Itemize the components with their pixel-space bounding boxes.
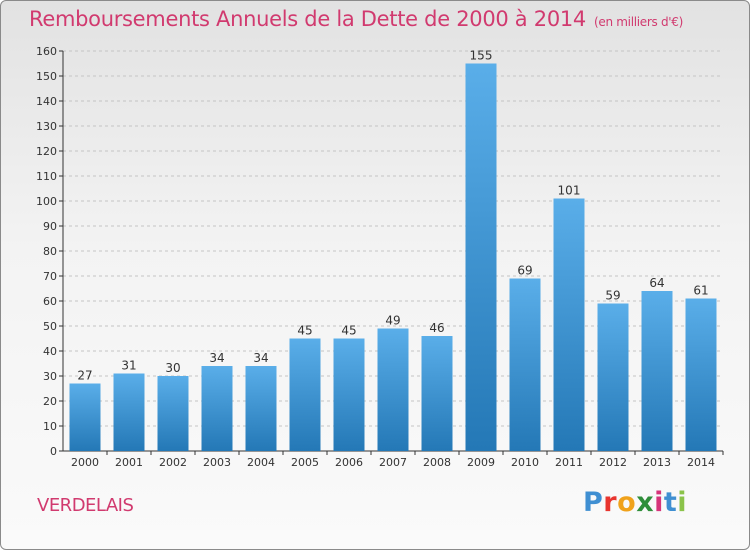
bar [157, 376, 189, 451]
data-label: 46 [429, 321, 444, 335]
x-tick-label: 2000 [71, 456, 99, 469]
y-tick-label: 70 [43, 270, 57, 283]
x-tick-label: 2010 [511, 456, 539, 469]
y-tick-label: 20 [43, 395, 57, 408]
bar [201, 366, 233, 451]
chart-title: Remboursements Annuels de la Dette de 20… [29, 7, 683, 31]
x-tick-label: 2013 [643, 456, 671, 469]
bar [597, 303, 629, 451]
y-tick-label: 120 [36, 145, 57, 158]
data-label: 64 [649, 276, 664, 290]
title-text: Remboursements Annuels de la Dette de 20… [29, 7, 586, 31]
x-tick-label: 2002 [159, 456, 187, 469]
y-tick-label: 60 [43, 295, 57, 308]
logo-letter: r [603, 487, 618, 518]
data-label: 45 [297, 324, 312, 338]
y-tick-label: 100 [36, 195, 57, 208]
y-tick-label: 80 [43, 245, 57, 258]
data-label: 34 [209, 351, 224, 365]
x-tick-label: 2001 [115, 456, 143, 469]
bar [289, 338, 321, 451]
bar [421, 336, 453, 451]
logo-letter: i [677, 487, 688, 518]
data-label: 45 [341, 324, 356, 338]
logo-letter: P [583, 487, 604, 518]
bar [509, 278, 541, 451]
x-tick-label: 2006 [335, 456, 363, 469]
bar [113, 373, 145, 451]
x-tick-label: 2007 [379, 456, 407, 469]
data-label: 30 [165, 361, 180, 375]
y-tick-label: 160 [36, 45, 57, 58]
x-tick-label: 2012 [599, 456, 627, 469]
bar [685, 298, 717, 451]
y-tick-label: 130 [36, 120, 57, 133]
logo-letter: o [617, 487, 637, 518]
y-tick-label: 10 [43, 420, 57, 433]
x-tick-label: 2005 [291, 456, 319, 469]
data-label: 34 [253, 351, 268, 365]
y-tick-label: 50 [43, 320, 57, 333]
logo-letter: i [654, 487, 664, 518]
x-tick-label: 2003 [203, 456, 231, 469]
x-tick-label: 2004 [247, 456, 275, 469]
y-tick-label: 40 [43, 345, 57, 358]
y-tick-label: 150 [36, 70, 57, 83]
x-tick-label: 2008 [423, 456, 451, 469]
y-tick-label: 110 [36, 170, 57, 183]
logo-letter: t [663, 487, 678, 518]
data-labels: 27 31 30 34 34 45 45 49 46 155 69 101 59 64 61 [77, 49, 708, 383]
town-name: VERDELAIS [37, 495, 134, 516]
y-tick-label: 90 [43, 220, 57, 233]
data-label: 69 [517, 264, 532, 278]
data-label: 101 [558, 184, 581, 198]
proxiti-logo: Proxiti [583, 487, 687, 518]
bar [553, 198, 585, 451]
y-tick-label: 0 [50, 445, 57, 458]
data-label: 49 [385, 314, 400, 328]
bars [69, 63, 717, 451]
x-tick-label: 2014 [687, 456, 715, 469]
bar [377, 328, 409, 451]
x-tick-label: 2011 [555, 456, 583, 469]
bar [69, 383, 101, 451]
data-label: 61 [693, 284, 708, 298]
data-label: 27 [77, 369, 92, 383]
logo-letter: x [636, 487, 655, 518]
bar [465, 63, 497, 451]
y-tick-label: 140 [36, 95, 57, 108]
chart-subtitle: (en milliers d'€) [594, 15, 684, 29]
bar [641, 291, 673, 451]
data-label: 59 [605, 289, 620, 303]
bar [245, 366, 277, 451]
data-label: 155 [470, 49, 493, 63]
y-tick-label: 30 [43, 370, 57, 383]
data-label: 31 [121, 359, 136, 373]
x-tick-label: 2009 [467, 456, 495, 469]
bar [333, 338, 365, 451]
